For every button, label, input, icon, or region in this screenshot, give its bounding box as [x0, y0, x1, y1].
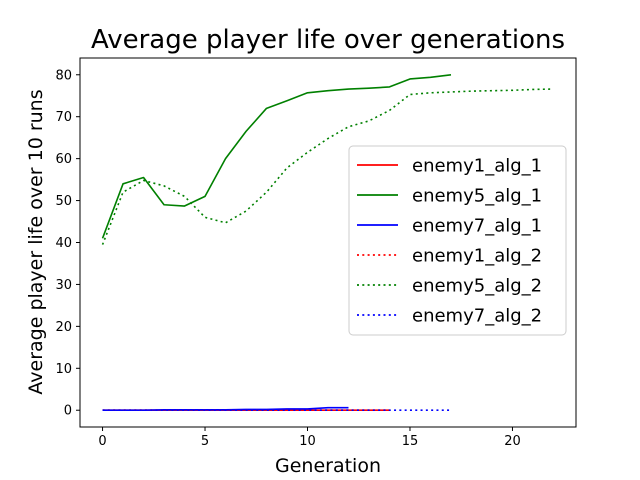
legend-label-enemy1-alg-2: enemy1_alg_2 — [412, 246, 542, 267]
legend-label-enemy5-alg-1: enemy5_alg_1 — [412, 186, 542, 207]
series-line-enemy5-alg-1 — [101, 73, 452, 239]
legend-label-enemy7-alg-2: enemy7_alg_2 — [412, 306, 542, 327]
chart-title: Average player life over generations — [91, 25, 565, 55]
x-tick-label: 5 — [201, 434, 209, 449]
y-tick-label: 80 — [55, 68, 72, 83]
x-tick-label: 15 — [402, 434, 419, 449]
x-tick-label: 10 — [299, 434, 316, 449]
legend-label-enemy5-alg-2: enemy5_alg_2 — [412, 276, 542, 297]
x-tick-label: 20 — [504, 434, 521, 449]
y-tick-label: 60 — [55, 152, 72, 167]
x-axis-label: Generation — [275, 455, 381, 477]
y-axis: 0 10 20 30 40 50 60 70 80 — [55, 68, 80, 419]
y-tick-label: 50 — [55, 194, 72, 209]
y-tick-label: 10 — [55, 362, 72, 377]
series-line-enemy5-alg-2 — [101, 88, 554, 245]
y-axis-label: Average player life over 10 runs — [25, 89, 47, 394]
legend: enemy1_alg_1 enemy5_alg_1 enemy7_alg_1enem… — [348, 145, 567, 336]
y-tick-label: 40 — [55, 236, 72, 251]
x-tick-label: 0 — [98, 434, 106, 449]
series-layer — [101, 73, 554, 412]
y-tick-label: 0 — [64, 404, 72, 419]
legend-label-enemy1-alg-1: enemy1_alg_1 — [412, 156, 542, 177]
y-tick-label: 30 — [55, 278, 72, 293]
legend-label-enemy7-alg-1: enemy7_alg_1 — [412, 216, 542, 237]
y-tick-label: 20 — [55, 320, 72, 335]
y-tick-label: 70 — [55, 110, 72, 125]
legend-box — [348, 145, 567, 336]
x-axis: 0 5 10 15 20 — [98, 427, 521, 449]
